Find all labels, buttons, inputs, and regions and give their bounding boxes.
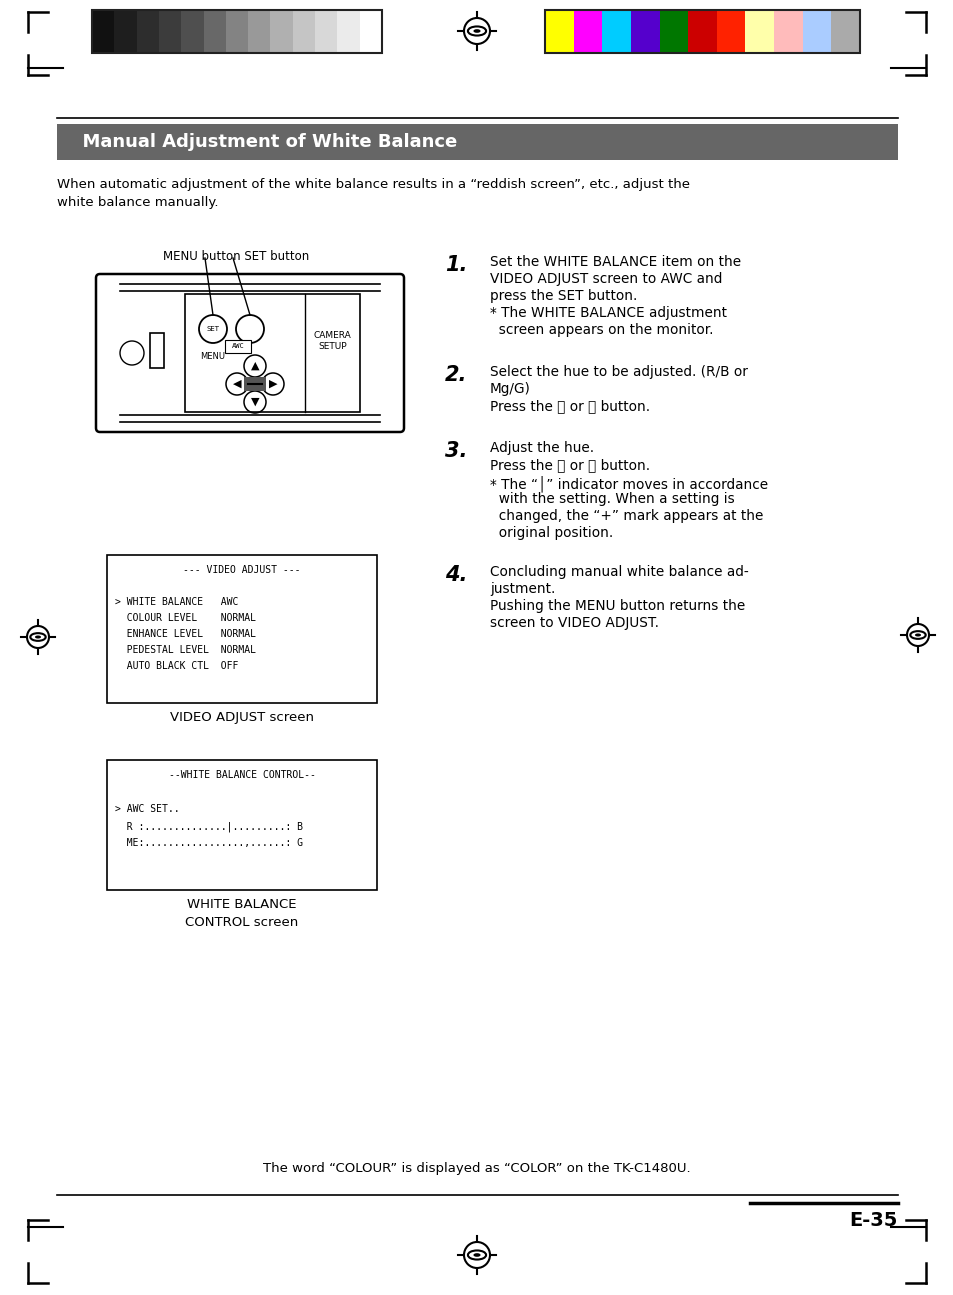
FancyBboxPatch shape (96, 275, 403, 433)
Text: AWC: AWC (232, 343, 244, 350)
Text: Concluding manual white balance ad-: Concluding manual white balance ad- (490, 565, 748, 579)
Bar (293, 10, 314, 53)
Bar (601, 10, 630, 53)
Text: The word “COLOUR” is displayed as “COLOR” on the TK-C1480U.: The word “COLOUR” is displayed as “COLOR… (263, 1162, 690, 1175)
Text: ▶: ▶ (269, 379, 277, 388)
Bar (314, 10, 337, 53)
Text: E-35: E-35 (849, 1211, 897, 1230)
Bar (91, 10, 114, 53)
Ellipse shape (914, 633, 920, 637)
Bar (744, 10, 773, 53)
Text: * The WHITE BALANCE adjustment: * The WHITE BALANCE adjustment (490, 306, 726, 320)
Ellipse shape (467, 1251, 486, 1260)
Text: Select the hue to be adjusted. (R/B or: Select the hue to be adjusted. (R/B or (490, 365, 747, 379)
Bar (150, 333, 164, 368)
Text: changed, the “+” mark appears at the: changed, the “+” mark appears at the (490, 509, 762, 523)
Text: Manual Adjustment of White Balance: Manual Adjustment of White Balance (70, 133, 456, 152)
Text: CONTROL screen: CONTROL screen (185, 916, 298, 929)
Text: MENU button SET button: MENU button SET button (163, 250, 309, 263)
Text: SET: SET (206, 326, 219, 332)
Bar (630, 10, 659, 53)
Text: with the setting. When a setting is: with the setting. When a setting is (490, 492, 734, 506)
Text: Pushing the MENU button returns the: Pushing the MENU button returns the (490, 600, 744, 613)
Bar (225, 341, 251, 354)
Text: MENU: MENU (200, 352, 225, 361)
Text: Adjust the hue.: Adjust the hue. (490, 442, 594, 455)
Bar (114, 10, 136, 53)
Text: 2.: 2. (444, 365, 467, 385)
Text: white balance manually.: white balance manually. (57, 196, 218, 208)
Bar (203, 10, 226, 53)
Text: ENHANCE LEVEL   NORMAL: ENHANCE LEVEL NORMAL (115, 629, 255, 638)
Bar (359, 10, 381, 53)
Bar (107, 760, 376, 890)
Text: ▼: ▼ (251, 398, 259, 407)
Bar (136, 10, 159, 53)
Text: justment.: justment. (490, 581, 555, 596)
Text: ▲: ▲ (251, 361, 259, 370)
Bar (659, 10, 687, 53)
Bar (573, 10, 601, 53)
Bar (226, 10, 248, 53)
Bar (181, 10, 203, 53)
Text: PEDESTAL LEVEL  NORMAL: PEDESTAL LEVEL NORMAL (115, 645, 255, 655)
Text: AUTO BLACK CTL  OFF: AUTO BLACK CTL OFF (115, 660, 238, 671)
Text: 1.: 1. (444, 255, 467, 275)
Bar (185, 294, 359, 412)
Bar (687, 10, 716, 53)
Bar (244, 377, 266, 391)
Bar (801, 10, 830, 53)
Bar (773, 10, 801, 53)
Bar (271, 10, 293, 53)
Text: CAMERA
SETUP: CAMERA SETUP (314, 332, 351, 351)
Text: screen to VIDEO ADJUST.: screen to VIDEO ADJUST. (490, 616, 659, 629)
Ellipse shape (473, 30, 480, 32)
Ellipse shape (467, 26, 486, 35)
Ellipse shape (30, 633, 46, 641)
Text: WHITE BALANCE: WHITE BALANCE (187, 897, 296, 910)
Text: 3.: 3. (444, 442, 467, 461)
Text: original position.: original position. (490, 526, 613, 540)
Text: R :..............|.........: B: R :..............|.........: B (115, 821, 303, 831)
Text: COLOUR LEVEL    NORMAL: COLOUR LEVEL NORMAL (115, 613, 255, 623)
Bar (830, 10, 859, 53)
Bar (57, 124, 897, 161)
Text: Press the Ⓐ or Ⓗ button.: Press the Ⓐ or Ⓗ button. (490, 399, 649, 413)
Text: > WHITE BALANCE   AWC: > WHITE BALANCE AWC (115, 597, 238, 607)
Text: When automatic adjustment of the white balance results in a “reddish screen”, et: When automatic adjustment of the white b… (57, 177, 689, 190)
Text: VIDEO ADJUST screen to AWC and: VIDEO ADJUST screen to AWC and (490, 272, 721, 286)
Bar (544, 10, 573, 53)
Text: ◀: ◀ (233, 379, 241, 388)
Ellipse shape (35, 636, 41, 638)
Text: Mg/G): Mg/G) (490, 382, 530, 396)
Text: Set the WHITE BALANCE item on the: Set the WHITE BALANCE item on the (490, 255, 740, 269)
Text: > AWC SET..: > AWC SET.. (115, 804, 179, 815)
Ellipse shape (473, 1254, 480, 1257)
Bar (544, 10, 859, 53)
Text: 4.: 4. (444, 565, 467, 585)
Bar (716, 10, 744, 53)
Text: ME:.................,......: G: ME:.................,......: G (115, 838, 303, 848)
Text: --- VIDEO ADJUST ---: --- VIDEO ADJUST --- (183, 565, 300, 575)
Text: press the SET button.: press the SET button. (490, 289, 637, 303)
Bar (248, 10, 271, 53)
Bar (91, 10, 381, 53)
Text: VIDEO ADJUST screen: VIDEO ADJUST screen (170, 711, 314, 724)
Ellipse shape (909, 631, 924, 638)
Text: Press the Ⓐ or Ⓗ button.: Press the Ⓐ or Ⓗ button. (490, 458, 649, 471)
Bar (107, 556, 376, 703)
Bar (337, 10, 359, 53)
Text: --WHITE BALANCE CONTROL--: --WHITE BALANCE CONTROL-- (169, 771, 315, 780)
Bar (159, 10, 181, 53)
Text: * The “│” indicator moves in accordance: * The “│” indicator moves in accordance (490, 475, 767, 492)
Text: screen appears on the monitor.: screen appears on the monitor. (490, 322, 713, 337)
